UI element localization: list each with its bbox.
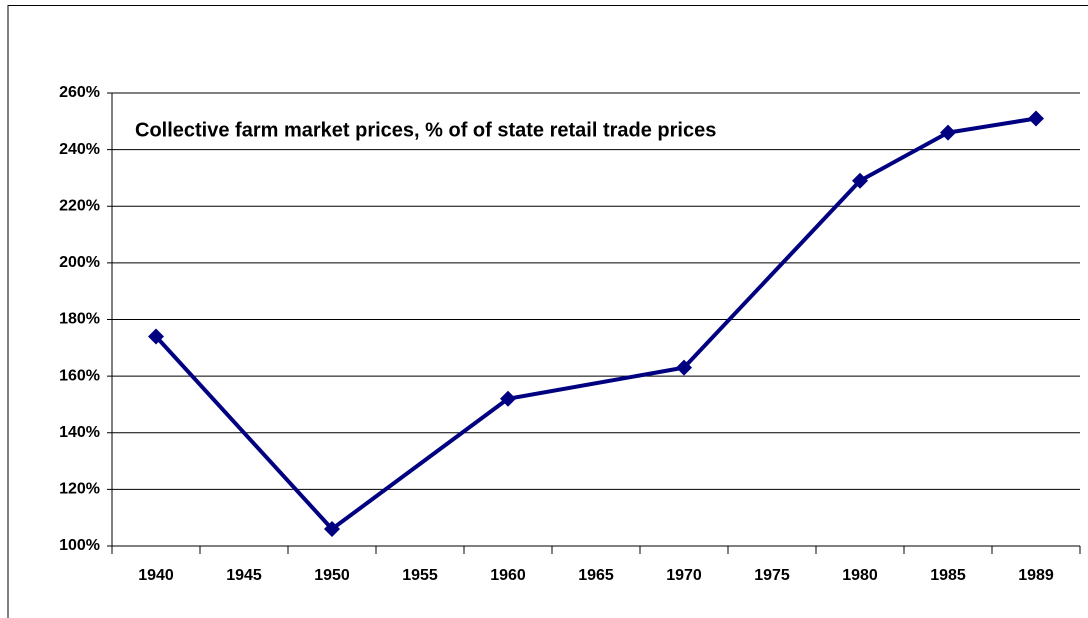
- plot: [148, 110, 1044, 538]
- marker: [500, 390, 516, 407]
- x-tick-label: 1945: [226, 567, 262, 584]
- x-tick-label: 1955: [402, 567, 438, 584]
- y-tick-label: 160%: [59, 367, 100, 384]
- y-tick-label: 180%: [59, 311, 100, 328]
- y-tick-label: 100%: [59, 537, 100, 554]
- marker: [148, 328, 164, 345]
- y-tick-label: 120%: [59, 481, 100, 498]
- marker: [1028, 110, 1044, 127]
- y-tick-label: 260%: [59, 84, 100, 101]
- y-tick-label: 140%: [59, 424, 100, 441]
- x-tick-label: 1989: [1018, 567, 1054, 584]
- grid: 100% 120% 140% 160% 180% 200% 220% 240% 260% 1940…: [59, 84, 1081, 584]
- x-tick-label: 1980: [842, 567, 878, 584]
- y-tick-label: 200%: [59, 254, 100, 271]
- x-tick-label: 1940: [138, 567, 174, 584]
- marker: [940, 124, 956, 141]
- y-tick-label: 220%: [59, 197, 100, 214]
- x-tick-label: 1970: [666, 567, 702, 584]
- x-tick-label: 1985: [930, 567, 966, 584]
- marker: [324, 521, 340, 538]
- chart-border: [7, 5, 1088, 618]
- y-tick-label: 240%: [59, 141, 100, 158]
- chart-title: Collective farm market prices, % of of s…: [135, 119, 716, 141]
- x-tick-label: 1965: [578, 567, 614, 584]
- line: [154, 116, 1037, 532]
- marker: [852, 172, 868, 189]
- x-tick-label: 1960: [490, 567, 526, 584]
- x-tick-label: 1975: [754, 567, 790, 584]
- x-tick-label: 1950: [314, 567, 350, 584]
- marker: [676, 359, 692, 376]
